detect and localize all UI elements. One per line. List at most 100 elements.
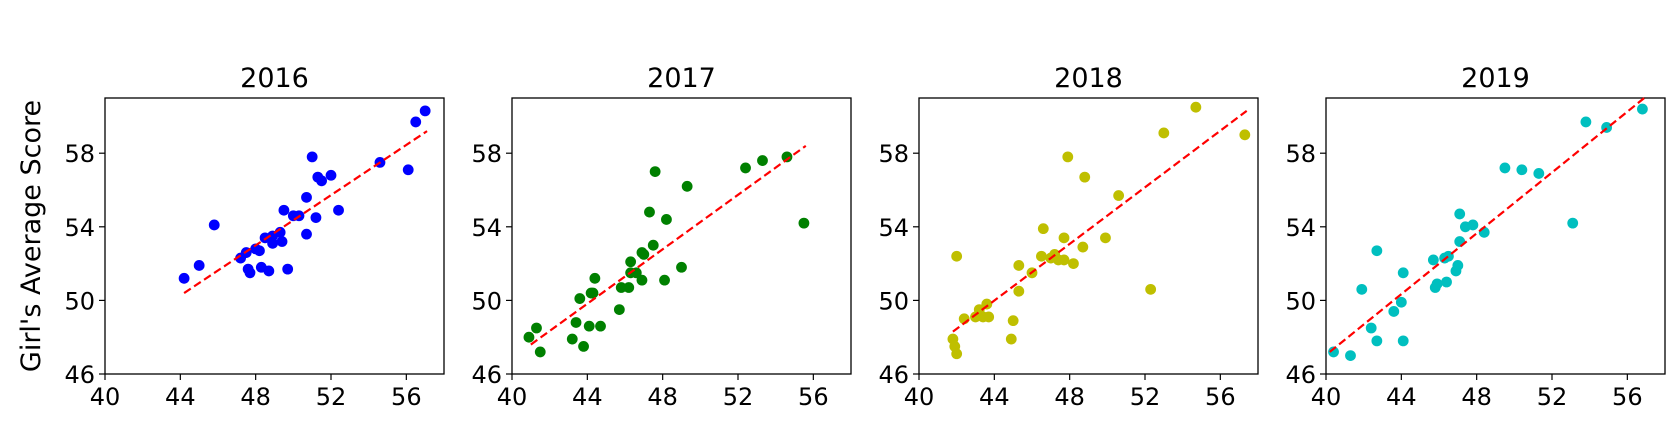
data-point xyxy=(1190,101,1202,113)
data-point xyxy=(757,155,768,166)
x-tick-label: 48 xyxy=(240,383,271,411)
data-point xyxy=(1005,333,1017,345)
data-point xyxy=(523,331,535,343)
data-point xyxy=(254,245,265,257)
trend-line xyxy=(1329,97,1645,353)
x-tick-label: 56 xyxy=(1612,383,1643,411)
data-point xyxy=(781,151,793,163)
data-point xyxy=(1239,129,1251,141)
data-point xyxy=(1079,171,1091,183)
data-point xyxy=(278,204,290,216)
data-point xyxy=(1036,250,1047,262)
data-point xyxy=(1371,245,1383,257)
data-point xyxy=(276,236,288,247)
data-point xyxy=(647,239,659,251)
data-point xyxy=(570,317,582,328)
data-point xyxy=(649,166,661,178)
data-point xyxy=(681,180,693,192)
panel-title: 2018 xyxy=(1054,63,1123,94)
x-tick-label: 56 xyxy=(1205,383,1236,411)
data-point xyxy=(951,250,963,262)
data-point xyxy=(1365,322,1377,334)
data-point xyxy=(1356,283,1368,295)
trend-line xyxy=(183,130,428,294)
data-point xyxy=(301,228,312,240)
data-point xyxy=(638,249,650,260)
y-tick-label: 54 xyxy=(64,214,95,242)
data-point xyxy=(1013,260,1025,271)
x-tick-label: 52 xyxy=(316,383,347,411)
data-point xyxy=(1397,335,1409,347)
y-tick-label: 58 xyxy=(471,140,502,168)
y-tick-label: 58 xyxy=(878,140,909,168)
data-point xyxy=(410,116,422,128)
data-point xyxy=(1533,168,1545,179)
data-point xyxy=(1345,350,1356,361)
data-point xyxy=(951,348,963,360)
data-point xyxy=(1397,267,1409,279)
data-point xyxy=(613,304,625,315)
x-tick-label: 40 xyxy=(90,383,121,411)
trend-line xyxy=(530,144,807,346)
x-tick-label: 40 xyxy=(497,383,528,411)
panel-2019: 2019 40 44 48 52 56 46 50 54 58 xyxy=(1285,63,1666,411)
plot-frame xyxy=(1325,97,1666,375)
data-point xyxy=(244,267,256,279)
data-point xyxy=(1371,335,1383,347)
data-point xyxy=(615,282,627,293)
data-point xyxy=(676,261,687,273)
data-point xyxy=(534,346,546,358)
data-point xyxy=(1580,116,1592,128)
data-point xyxy=(325,169,337,181)
y-axis-label: Girl's Average Score xyxy=(16,100,47,372)
data-point xyxy=(1441,276,1452,288)
data-point xyxy=(578,341,589,352)
data-point xyxy=(1328,346,1339,358)
data-point xyxy=(1637,103,1648,115)
data-point xyxy=(740,162,751,174)
y-tick-label: 50 xyxy=(1285,287,1316,315)
y-tick-label: 50 xyxy=(64,287,95,315)
y-tick-label: 50 xyxy=(878,287,909,315)
data-point xyxy=(981,298,993,310)
data-point xyxy=(583,320,595,332)
y-tick-label: 54 xyxy=(878,214,909,242)
x-tick-label: 52 xyxy=(723,383,754,411)
y-tick-label: 46 xyxy=(878,361,909,389)
x-tick-label: 44 xyxy=(979,383,1010,411)
x-tick-label: 44 xyxy=(165,383,196,411)
data-point xyxy=(566,333,578,345)
data-point xyxy=(1427,254,1439,266)
x-tick-label: 48 xyxy=(647,383,678,411)
x-tick-label: 56 xyxy=(798,383,829,411)
data-point xyxy=(1068,258,1079,269)
x-tick-label: 56 xyxy=(391,383,422,411)
data-point xyxy=(531,322,542,334)
x-tick-label: 52 xyxy=(1537,383,1568,411)
data-point xyxy=(178,272,190,284)
data-point xyxy=(1452,260,1464,271)
x-tick-label: 44 xyxy=(572,383,603,411)
data-point xyxy=(595,320,606,332)
data-point xyxy=(301,191,312,203)
data-point xyxy=(282,263,294,275)
y-tick-label: 50 xyxy=(471,287,502,315)
panel-title: 2016 xyxy=(240,63,309,94)
data-point xyxy=(574,293,586,304)
x-tick-label: 48 xyxy=(1461,383,1492,411)
data-point xyxy=(1567,217,1579,229)
y-tick-label: 46 xyxy=(471,361,502,389)
y-tick-label: 54 xyxy=(471,214,502,242)
data-point xyxy=(1013,285,1025,297)
data-point xyxy=(1516,164,1528,176)
data-point xyxy=(1058,232,1070,244)
data-point xyxy=(625,256,637,268)
data-point xyxy=(1454,208,1466,220)
panel-2017: 2017 40 44 48 52 56 46 50 54 58 xyxy=(471,63,852,411)
data-point xyxy=(1113,190,1125,201)
panel-2016: 2016 40 44 48 52 56 46 50 54 58 xyxy=(64,63,445,411)
data-point xyxy=(798,217,810,229)
data-point xyxy=(659,274,670,286)
data-point xyxy=(1395,296,1407,308)
